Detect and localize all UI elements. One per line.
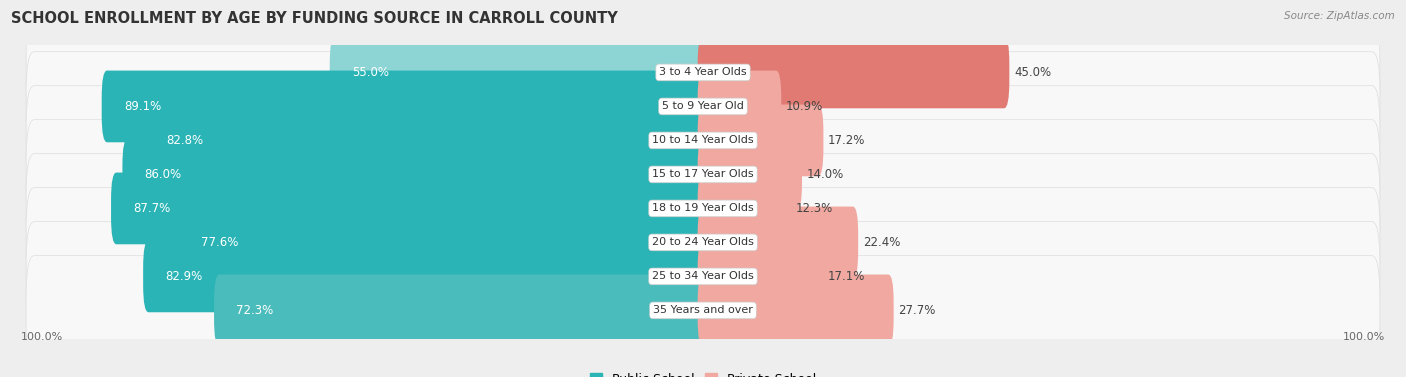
FancyBboxPatch shape [179, 207, 709, 278]
FancyBboxPatch shape [697, 241, 823, 312]
FancyBboxPatch shape [27, 18, 1379, 127]
Text: 100.0%: 100.0% [21, 332, 63, 342]
Text: 87.7%: 87.7% [134, 202, 170, 215]
Text: 15 to 17 Year Olds: 15 to 17 Year Olds [652, 169, 754, 179]
Text: 82.8%: 82.8% [166, 134, 202, 147]
FancyBboxPatch shape [697, 139, 801, 210]
Text: 10.9%: 10.9% [786, 100, 823, 113]
Text: 35 Years and over: 35 Years and over [652, 305, 754, 316]
FancyBboxPatch shape [27, 154, 1379, 263]
Text: 14.0%: 14.0% [807, 168, 844, 181]
FancyBboxPatch shape [27, 188, 1379, 297]
FancyBboxPatch shape [122, 139, 709, 210]
Text: 10 to 14 Year Olds: 10 to 14 Year Olds [652, 135, 754, 146]
FancyBboxPatch shape [27, 256, 1379, 365]
Text: 82.9%: 82.9% [166, 270, 202, 283]
Text: 89.1%: 89.1% [124, 100, 162, 113]
Text: 17.1%: 17.1% [827, 270, 865, 283]
Text: 12.3%: 12.3% [796, 202, 832, 215]
FancyBboxPatch shape [697, 207, 858, 278]
Text: SCHOOL ENROLLMENT BY AGE BY FUNDING SOURCE IN CARROLL COUNTY: SCHOOL ENROLLMENT BY AGE BY FUNDING SOUR… [11, 11, 619, 26]
Text: 3 to 4 Year Olds: 3 to 4 Year Olds [659, 67, 747, 77]
FancyBboxPatch shape [111, 173, 709, 244]
FancyBboxPatch shape [697, 173, 790, 244]
FancyBboxPatch shape [697, 104, 824, 176]
Text: 72.3%: 72.3% [236, 304, 273, 317]
Text: 45.0%: 45.0% [1014, 66, 1052, 79]
Text: 18 to 19 Year Olds: 18 to 19 Year Olds [652, 204, 754, 213]
FancyBboxPatch shape [143, 104, 709, 176]
Text: 25 to 34 Year Olds: 25 to 34 Year Olds [652, 271, 754, 281]
Text: 100.0%: 100.0% [1343, 332, 1385, 342]
FancyBboxPatch shape [143, 241, 709, 312]
Text: 22.4%: 22.4% [863, 236, 900, 249]
Text: 27.7%: 27.7% [898, 304, 935, 317]
FancyBboxPatch shape [330, 37, 709, 108]
Text: 86.0%: 86.0% [145, 168, 181, 181]
FancyBboxPatch shape [697, 37, 1010, 108]
Text: 17.2%: 17.2% [828, 134, 866, 147]
FancyBboxPatch shape [27, 52, 1379, 161]
Text: Source: ZipAtlas.com: Source: ZipAtlas.com [1284, 11, 1395, 21]
Text: 77.6%: 77.6% [201, 236, 238, 249]
Legend: Public School, Private School: Public School, Private School [589, 373, 817, 377]
FancyBboxPatch shape [27, 120, 1379, 229]
FancyBboxPatch shape [27, 222, 1379, 331]
FancyBboxPatch shape [27, 86, 1379, 195]
FancyBboxPatch shape [697, 274, 894, 346]
Text: 5 to 9 Year Old: 5 to 9 Year Old [662, 101, 744, 112]
Text: 55.0%: 55.0% [352, 66, 389, 79]
FancyBboxPatch shape [697, 70, 782, 142]
FancyBboxPatch shape [101, 70, 709, 142]
Text: 20 to 24 Year Olds: 20 to 24 Year Olds [652, 238, 754, 247]
FancyBboxPatch shape [214, 274, 709, 346]
